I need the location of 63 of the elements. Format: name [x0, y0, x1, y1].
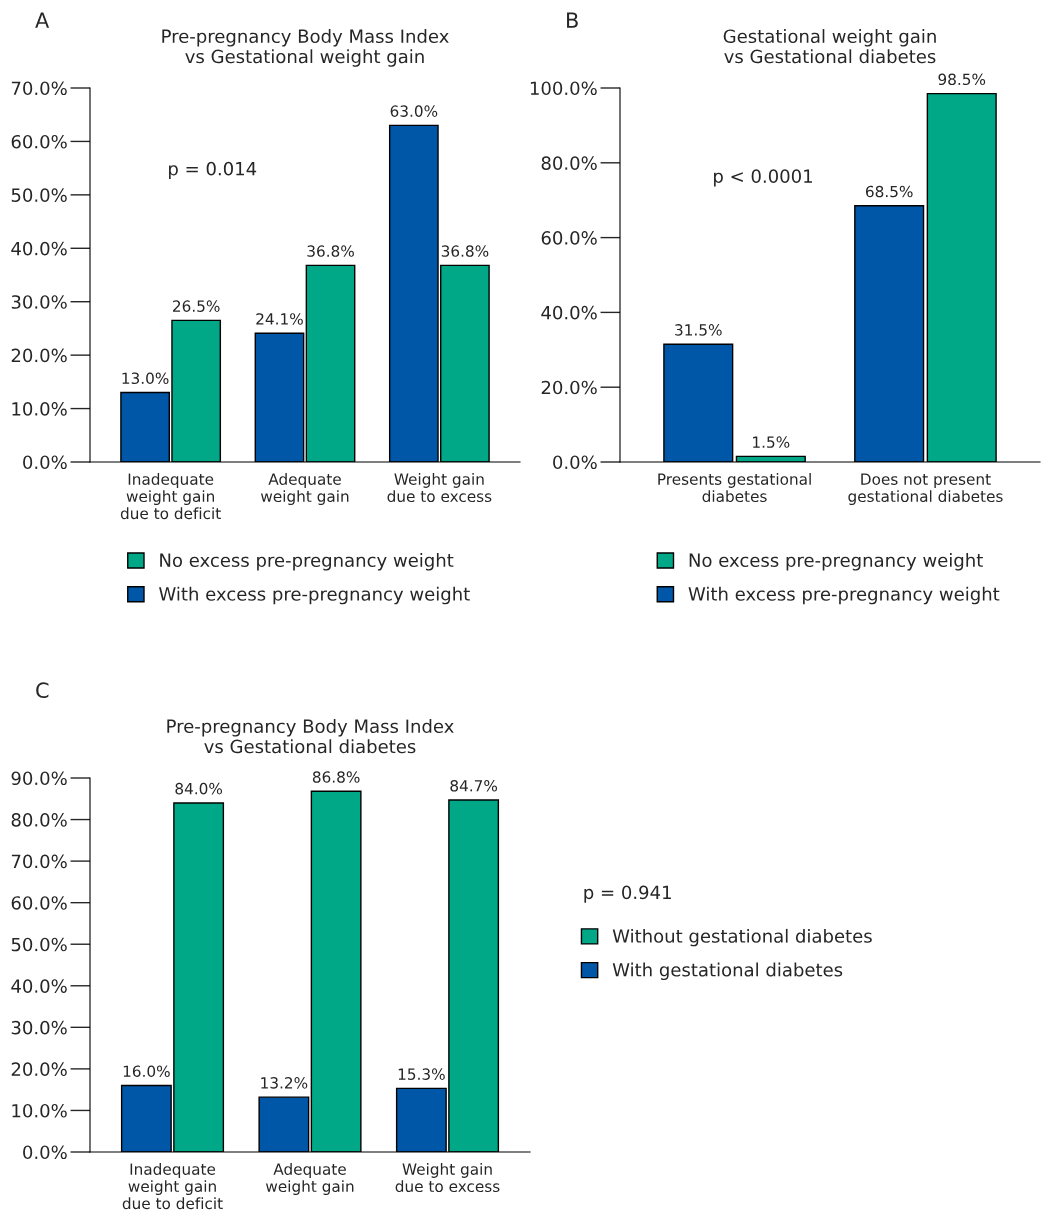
- chart-title: Pre-pregnancy Body Mass Index vs Gestational diabetes: [167, 719, 454, 754]
- data-label: 36.8%: [307, 245, 354, 257]
- chart-title: Pre-pregnancy Body Mass Index vs Gestational weight gain: [162, 29, 449, 67]
- data-label: 84.7%: [450, 779, 498, 792]
- text: B: [567, 12, 578, 28]
- y-tick-label: 40.0%: [541, 305, 597, 320]
- legend-label: No excess pre-pregnancy weight: [689, 553, 983, 571]
- x-tick-label: Weight gain due to excess: [387, 473, 492, 503]
- legend-label: With excess pre-pregnancy weight: [688, 586, 1000, 605]
- y-tick-label: 60.0%: [11, 896, 67, 910]
- x-tick-label: Inadequate weight gain due to deficit: [120, 473, 221, 520]
- data-label: 36.8%: [441, 245, 489, 257]
- data-label: 84.0%: [175, 782, 223, 795]
- legend-label: No excess pre-pregnancy weight: [160, 553, 454, 571]
- x-tick-label: Adequate weight gain: [260, 473, 349, 505]
- legend-label: Without gestational diabetes: [612, 928, 872, 947]
- y-tick-label: 20.0%: [11, 1062, 67, 1077]
- y-tick-label: 70.0%: [11, 81, 67, 96]
- y-tick-label: 0.0%: [23, 1145, 67, 1160]
- y-tick-label: 40.0%: [11, 241, 67, 256]
- y-tick-label: 0.0%: [23, 455, 67, 470]
- y-tick-label: 60.0%: [541, 231, 597, 245]
- y-tick-label: 10.0%: [12, 1103, 67, 1118]
- data-label: 13.0%: [122, 372, 169, 385]
- x-tick-label: Inadequate weight gain due to deficit: [122, 1163, 223, 1210]
- data-label: 15.3%: [398, 1068, 445, 1080]
- annotation: p = 0.014: [169, 161, 257, 180]
- y-tick-label: 30.0%: [11, 295, 67, 309]
- text: p = 0.941: [584, 885, 671, 903]
- y-tick-label: 0.0%: [553, 455, 597, 470]
- data-label: 26.5%: [173, 300, 220, 312]
- x-tick-label: Does not present gestational diabetes: [848, 473, 1003, 505]
- legend-label: With excess pre-pregnancy weight: [159, 586, 470, 605]
- data-label: 24.1%: [256, 313, 303, 325]
- y-tick-label: 50.0%: [11, 188, 67, 202]
- y-tick-label: 80.0%: [11, 813, 67, 827]
- y-tick-label: 30.0%: [11, 1020, 67, 1035]
- y-tick-label: 20.0%: [11, 348, 67, 363]
- text: A: [35, 12, 50, 28]
- y-tick-label: 40.0%: [11, 979, 67, 993]
- data-label: 86.8%: [312, 771, 360, 783]
- annotation: p < 0.0001: [714, 169, 812, 187]
- data-label: 1.5%: [753, 436, 790, 448]
- text: C: [36, 682, 49, 699]
- legend-label: With gestational diabetes: [612, 962, 843, 981]
- y-tick-label: 80.0%: [541, 156, 597, 170]
- y-tick-label: 70.0%: [11, 854, 67, 869]
- chart-title: Gestational weight gain vs Gestational diabetes: [723, 29, 936, 64]
- x-tick-label: Presents gestational diabetes: [658, 473, 811, 503]
- y-tick-label: 20.0%: [541, 380, 597, 395]
- y-tick-label: 90.0%: [11, 771, 67, 786]
- y-tick-label: 50.0%: [11, 937, 67, 952]
- data-label: 98.5%: [938, 73, 986, 86]
- data-label: 31.5%: [675, 324, 722, 336]
- x-tick-label: Adequate weight gain: [265, 1163, 354, 1195]
- data-label: 13.2%: [261, 1077, 308, 1089]
- data-label: 16.0%: [123, 1065, 170, 1077]
- data-label: 68.5%: [865, 185, 913, 198]
- y-tick-label: 100.0%: [530, 81, 597, 96]
- x-tick-label: Weight gain due to excess: [395, 1163, 500, 1193]
- y-tick-label: 60.0%: [11, 134, 67, 149]
- y-tick-label: 10.0%: [12, 402, 67, 416]
- data-label: 63.0%: [390, 105, 438, 117]
